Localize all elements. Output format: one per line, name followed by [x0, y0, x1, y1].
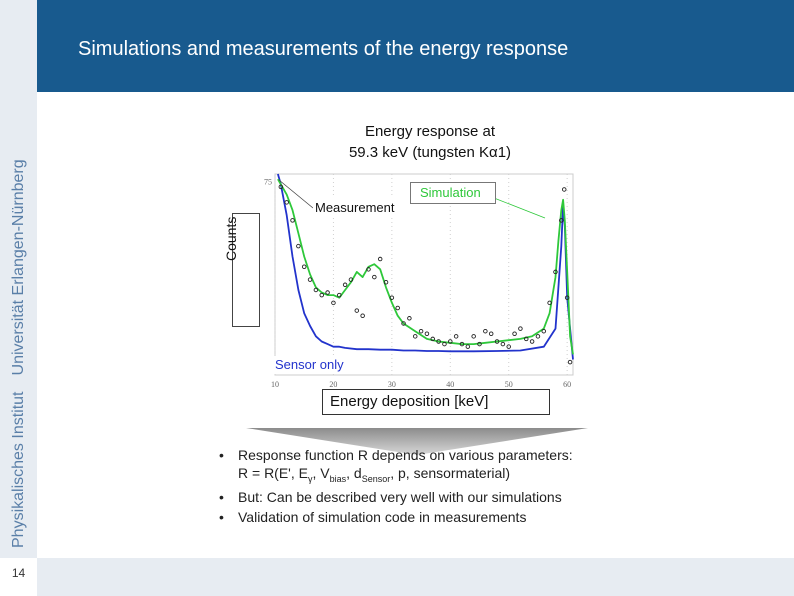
measurement-point [430, 336, 436, 342]
measurement-point [471, 334, 476, 339]
measurement-point [512, 331, 517, 337]
x-axis-label: Energy deposition [keV] [330, 393, 489, 410]
sensor-only-line [277, 173, 574, 360]
counts-label-box [232, 213, 260, 327]
bullet-text-1: Response function R depends on various p… [238, 447, 573, 463]
sidebar-bottom [0, 558, 37, 596]
measurement-point [483, 328, 488, 334]
simulation-leader [493, 197, 546, 219]
measurement-point [354, 308, 360, 313]
sensor-only-label-box [273, 356, 357, 374]
page-title: Simulations and measurements of the ener… [78, 38, 569, 60]
page-number: 14 [11, 566, 26, 580]
list-item: • But: Can be described very well with o… [219, 487, 573, 507]
y-tick-label: 75 [264, 178, 272, 187]
measurement-label-box [313, 198, 408, 217]
bullet-dot: • [219, 447, 224, 463]
footer-band [37, 558, 794, 596]
bullet-list: • Response function R depends on various… [219, 445, 573, 527]
measurement-point [436, 339, 441, 344]
measurement-point [401, 321, 406, 326]
x-tick-label: 30 [388, 380, 396, 389]
measurement-point [529, 339, 535, 344]
measurement-point [278, 184, 284, 190]
x-tick-label: 60 [563, 380, 571, 389]
measurement-point [284, 200, 289, 205]
measurement-point [331, 300, 336, 306]
institution-name-part1: Physikalisches Institut [10, 391, 27, 548]
measurement-point [535, 334, 541, 339]
bullet-formula: R = R(E', Eγ, Vbias, dSensor, p, sensorm… [238, 465, 511, 484]
bullet-dot: • [219, 488, 224, 505]
measurement-point [418, 328, 424, 334]
measurement-point [395, 305, 400, 311]
measurement-point [424, 331, 430, 337]
measurement-point [383, 279, 389, 285]
measurement-point [459, 341, 465, 347]
measurement-point [307, 277, 313, 282]
measurement-point [541, 328, 547, 334]
measurement-point [500, 341, 506, 347]
measurement-point [296, 243, 301, 249]
measurement-point [442, 341, 447, 347]
x-tick-label: 20 [329, 380, 337, 389]
measurement-point [518, 326, 523, 331]
bullet-dot: • [219, 508, 224, 525]
simulation-label-box [410, 182, 496, 204]
measurement-point [290, 218, 295, 223]
measurement-point [547, 300, 552, 306]
bullet-text-3: Validation of simulation code in measure… [238, 508, 527, 525]
measurement-point [465, 344, 471, 349]
measurement-point [494, 339, 500, 344]
measurement-point [477, 341, 482, 347]
measurement-point [313, 287, 319, 293]
measurement-point [564, 295, 570, 300]
measurement-point [360, 313, 365, 318]
measurement-point [553, 269, 558, 275]
list-item: • Validation of simulation code in measu… [219, 507, 573, 527]
measurement-point [348, 277, 354, 282]
measurement-point [524, 336, 529, 342]
simulation-label: Simulation [420, 185, 481, 200]
measurement-point [389, 295, 395, 300]
measurement-point [407, 316, 412, 321]
x-axis-label-box [322, 389, 550, 415]
chart-title: Energy response at 59.3 keV (tungsten Kα… [300, 121, 560, 163]
institution-name-part2: Universität Erlangen-Nürnberg [10, 159, 27, 376]
measurement-point [366, 267, 371, 272]
measurement-point [567, 359, 573, 365]
chart-title-line1: Energy response at [364, 123, 496, 140]
measurement-point [377, 256, 383, 262]
institution-vertical-text: Physikalisches Institut Universität Erlan… [10, 28, 28, 548]
measurement-point [506, 344, 511, 349]
measurement-point [319, 292, 324, 298]
chart-title-line2: 59.3 keV (tungsten Kα1) [348, 144, 512, 161]
measurement-point [448, 339, 453, 344]
measurement-point [372, 274, 377, 280]
x-tick-label: 40 [446, 380, 454, 389]
measurement-point [325, 290, 330, 295]
sensor-only-label: Sensor only [275, 357, 344, 372]
list-item: • Response function R depends on various… [219, 445, 573, 487]
measurement-point [342, 282, 348, 288]
down-arrow-graphic [246, 428, 588, 455]
measurement-point [453, 334, 459, 339]
header-bar [37, 0, 794, 92]
measurement-point [412, 334, 418, 339]
measurement-point [301, 264, 307, 270]
measurement-leader [278, 179, 314, 209]
measurement-label: Measurement [315, 200, 395, 215]
measurement-point [337, 292, 342, 298]
x-tick-label: 10 [271, 380, 279, 389]
bullet-text-2: But: Can be described very well with our… [238, 488, 562, 505]
measurement-point [559, 218, 564, 223]
y-axis-label: Counts [222, 216, 239, 261]
sidebar [0, 0, 37, 596]
measurement-point [561, 187, 567, 192]
x-tick-label: 50 [505, 380, 513, 389]
measurement-point [488, 331, 494, 337]
